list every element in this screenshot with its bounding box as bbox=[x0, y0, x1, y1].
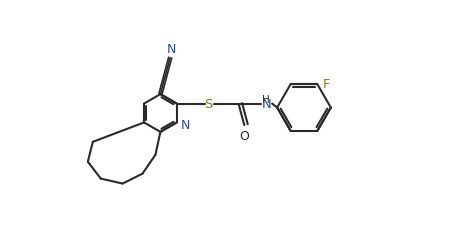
Text: S: S bbox=[204, 98, 213, 111]
Text: O: O bbox=[239, 129, 249, 142]
Text: F: F bbox=[323, 77, 329, 90]
Text: N: N bbox=[261, 98, 271, 111]
Text: N: N bbox=[167, 42, 176, 55]
Text: N: N bbox=[181, 118, 190, 131]
Text: H: H bbox=[262, 94, 270, 104]
